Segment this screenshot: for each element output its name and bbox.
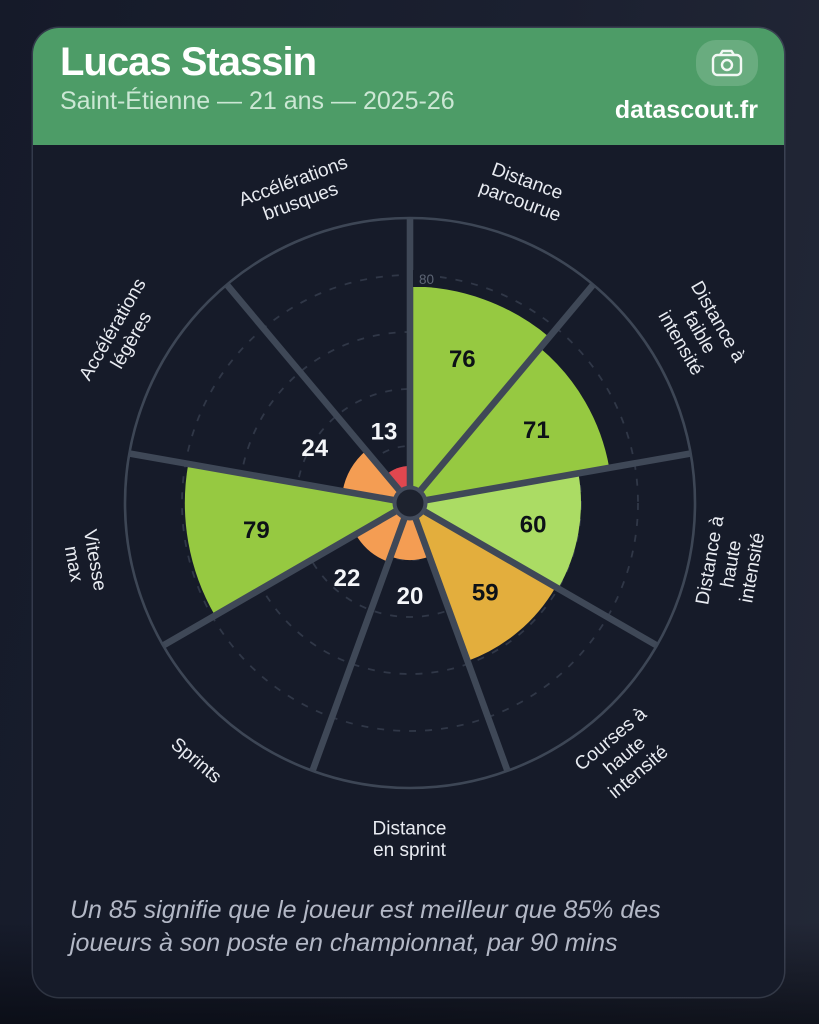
svg-text:Distanceparcourue: Distanceparcourue: [476, 157, 571, 226]
svg-text:Courses àhauteintensité: Courses àhauteintensité: [571, 703, 679, 808]
svg-text:76: 76: [449, 346, 476, 373]
svg-text:Distance àhauteintensité: Distance àhauteintensité: [692, 514, 771, 614]
svg-text:20: 20: [397, 583, 424, 610]
svg-text:80: 80: [419, 272, 434, 287]
svg-text:60: 60: [520, 512, 547, 539]
svg-text:79: 79: [243, 517, 270, 544]
svg-text:Accélérationsbrusques: Accélérationsbrusques: [236, 152, 358, 231]
svg-text:Sprints: Sprints: [167, 734, 226, 788]
svg-text:59: 59: [472, 580, 499, 607]
svg-text:71: 71: [523, 417, 550, 444]
svg-text:22: 22: [334, 565, 361, 592]
svg-text:13: 13: [371, 419, 398, 446]
svg-text:Vitessemax: Vitessemax: [58, 528, 111, 596]
svg-text:24: 24: [301, 435, 328, 462]
